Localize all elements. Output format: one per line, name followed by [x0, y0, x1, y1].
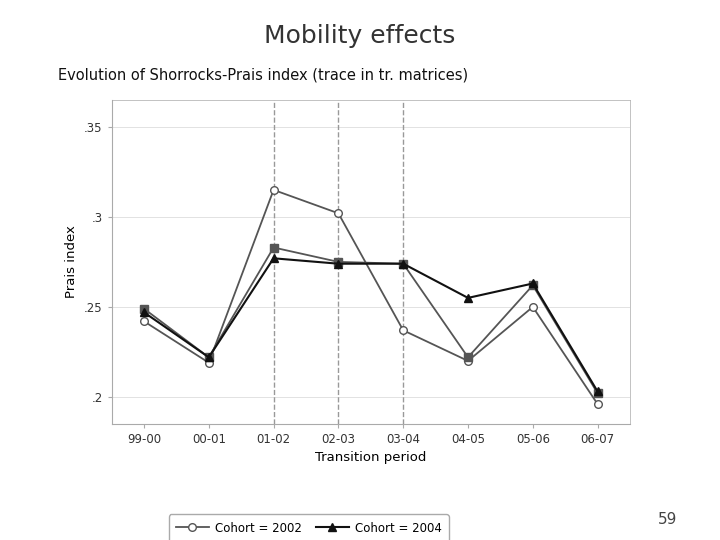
- Text: Mobility effects: Mobility effects: [264, 24, 456, 48]
- Legend: Cohort = 2002, Cohort = 2003, Cohort = 2004: Cohort = 2002, Cohort = 2003, Cohort = 2…: [168, 515, 449, 540]
- Text: 59: 59: [657, 511, 677, 526]
- Y-axis label: Prais index: Prais index: [66, 226, 78, 298]
- Text: Evolution of Shorrocks-Prais index (trace in tr. matrices): Evolution of Shorrocks-Prais index (trac…: [58, 68, 468, 83]
- X-axis label: Transition period: Transition period: [315, 451, 426, 464]
